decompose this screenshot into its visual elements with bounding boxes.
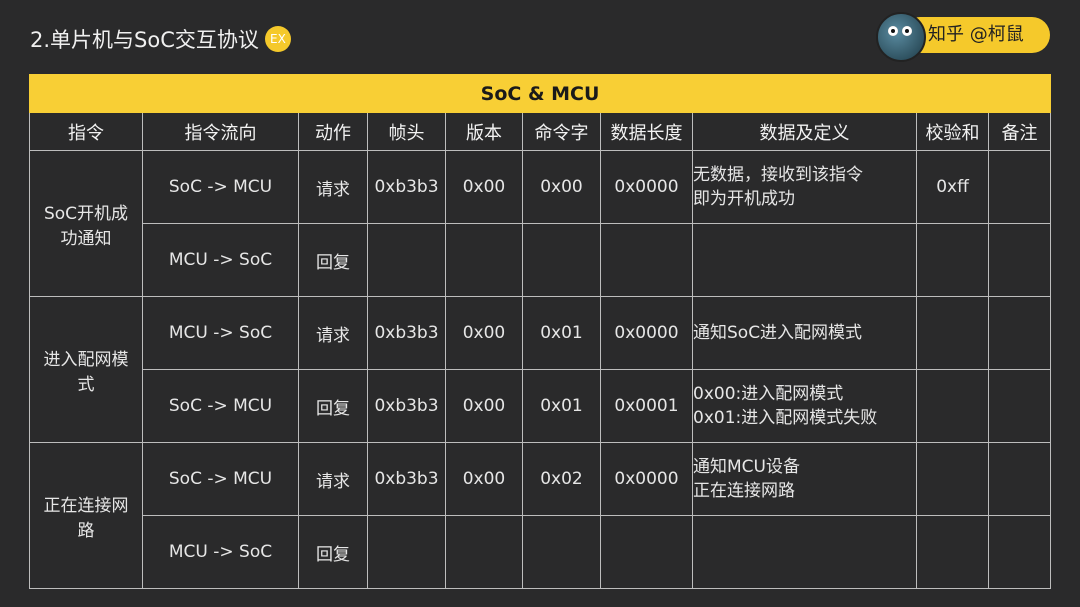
version-cell: 0x00 — [445, 369, 523, 443]
cmd-cell: 0x02 — [522, 442, 601, 516]
definition-line: 通知MCU设备 — [693, 457, 800, 477]
table-row: SoC -> MCU 回复 0xb3b3 0x00 0x01 0x0001 0x00:进入配… — [30, 369, 1052, 443]
ex-badge: EX — [264, 26, 291, 52]
direction-cell: MCU -> SoC — [142, 515, 299, 589]
header-cell: 0xb3b3 — [367, 442, 446, 516]
action-cell: 回复 — [298, 369, 368, 443]
definition-cell — [692, 515, 917, 589]
column-header: 数据长度 — [600, 112, 693, 151]
checksum-cell — [916, 442, 989, 516]
column-header: 命令字 — [522, 112, 601, 151]
version-cell — [445, 515, 523, 589]
column-header: 版本 — [445, 112, 523, 151]
table-row: 正在连接网路 SoC -> MCU 请求 0xb3b3 0x00 0x02 0x0000 通知… — [29, 442, 1052, 589]
header-cell: 0xb3b3 — [367, 150, 446, 224]
definition-cell: 无数据，接收到该指令 即为开机成功 — [692, 150, 917, 224]
protocol-table: SoC & MCU 指令 指令流向 动作 帧头 版本 命令字 数据长度 数据及定义 校验和 备注 … — [28, 74, 1052, 589]
length-cell — [600, 223, 693, 297]
slide-title: 2.单片机与SoC交互协议 EX — [30, 24, 291, 54]
checksum-cell — [916, 223, 989, 297]
length-cell: 0x0000 — [600, 296, 693, 370]
cmd-cell — [522, 223, 601, 297]
cmd-cell — [522, 515, 601, 589]
definition-line: 正在连接网路 — [693, 481, 795, 501]
definition-line: 0x01:进入配网模式失败 — [693, 408, 878, 428]
command-cell: SoC开机成功通知 — [29, 150, 143, 297]
table-row: 进入配网模式 MCU -> SoC 请求 0xb3b3 0x00 0x01 0x0000 通知… — [29, 296, 1052, 443]
version-cell — [445, 223, 523, 297]
table-caption: SoC & MCU — [28, 74, 1052, 113]
direction-cell: MCU -> SoC — [142, 223, 299, 297]
avatar-icon — [876, 12, 926, 62]
length-cell: 0x0001 — [600, 369, 693, 443]
table-row: MCU -> SoC 回复 — [30, 223, 1052, 297]
column-header: 数据及定义 — [692, 112, 917, 151]
header-cell: 0xb3b3 — [367, 369, 446, 443]
length-cell: 0x0000 — [600, 442, 693, 516]
action-cell: 回复 — [298, 515, 368, 589]
direction-cell: SoC -> MCU — [142, 150, 299, 224]
version-cell: 0x00 — [445, 150, 523, 224]
column-header: 帧头 — [367, 112, 446, 151]
cmd-cell: 0x01 — [522, 369, 601, 443]
header-cell: 0xb3b3 — [367, 296, 446, 370]
note-cell — [987, 296, 1052, 370]
definition-cell: 通知SoC进入配网模式 — [692, 296, 917, 370]
header-cell — [367, 515, 446, 589]
definition-cell — [692, 223, 917, 297]
definition-line: 通知SoC进入配网模式 — [693, 323, 863, 343]
checksum-cell — [916, 296, 989, 370]
table-row: SoC开机成功通知 SoC -> MCU 请求 0xb3b3 0x00 0x00 0x000… — [29, 150, 1052, 297]
zhihu-watermark: 知乎 @柯鼠 — [876, 12, 1050, 62]
column-header: 校验和 — [916, 112, 989, 151]
definition-line: 即为开机成功 — [693, 189, 795, 209]
version-cell: 0x00 — [445, 296, 523, 370]
definition-line: 无数据，接收到该指令 — [693, 165, 863, 185]
definition-line: 0x00:进入配网模式 — [693, 384, 844, 404]
column-header: 指令 — [29, 112, 143, 151]
column-header: 动作 — [298, 112, 368, 151]
note-cell — [987, 369, 1052, 443]
length-cell: 0x0000 — [600, 150, 693, 224]
direction-cell: SoC -> MCU — [142, 369, 299, 443]
title-text: 2.单片机与SoC交互协议 — [30, 28, 259, 52]
action-cell: 请求 — [298, 150, 368, 224]
note-cell — [987, 515, 1052, 589]
action-cell: 回复 — [298, 223, 368, 297]
column-header: 指令流向 — [142, 112, 299, 151]
command-cell: 正在连接网路 — [29, 442, 143, 589]
header-cell — [367, 223, 446, 297]
checksum-cell: 0xff — [916, 150, 989, 224]
cmd-cell: 0x00 — [522, 150, 601, 224]
checksum-cell — [916, 369, 989, 443]
direction-cell: MCU -> SoC — [142, 296, 299, 370]
action-cell: 请求 — [298, 442, 368, 516]
definition-cell: 通知MCU设备 正在连接网路 — [692, 442, 917, 516]
definition-cell: 0x00:进入配网模式 0x01:进入配网模式失败 — [692, 369, 917, 443]
action-cell: 请求 — [298, 296, 368, 370]
cmd-cell: 0x01 — [522, 296, 601, 370]
version-cell: 0x00 — [445, 442, 523, 516]
brand-label: 知乎 @柯鼠 — [902, 17, 1050, 53]
note-cell — [987, 223, 1052, 297]
command-cell: 进入配网模式 — [29, 296, 143, 443]
direction-cell: SoC -> MCU — [142, 442, 299, 516]
length-cell — [600, 515, 693, 589]
note-cell — [987, 442, 1052, 516]
note-cell — [987, 150, 1052, 224]
column-header: 备注 — [987, 112, 1052, 151]
checksum-cell — [916, 515, 989, 589]
table-row: MCU -> SoC 回复 — [30, 515, 1052, 589]
